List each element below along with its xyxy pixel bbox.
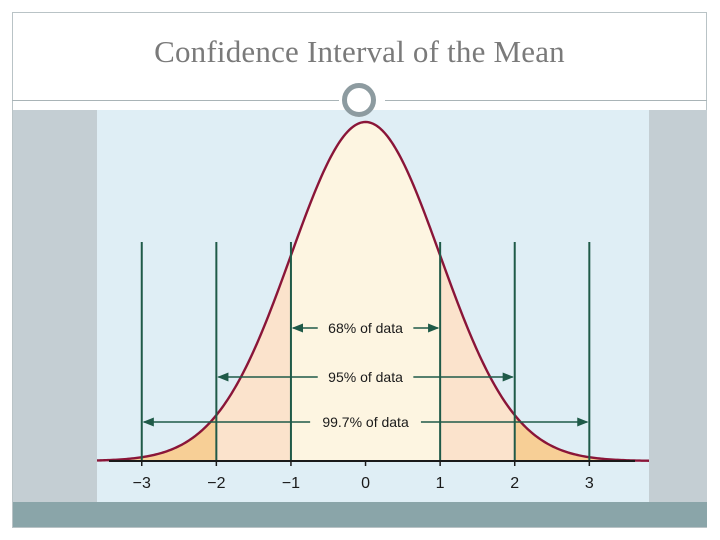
x-tick-label: 2 bbox=[510, 475, 519, 492]
chart-area: 68% of data 95% of data 99.7% of data −3 −2… bbox=[96, 110, 650, 502]
circle-ornament-icon bbox=[342, 83, 376, 117]
title-divider-left bbox=[12, 100, 339, 101]
title-divider-right bbox=[385, 100, 707, 101]
interval-label-3: 99.7% of data bbox=[322, 414, 409, 430]
normal-distribution-chart: 68% of data 95% of data 99.7% of data −3 −2… bbox=[96, 110, 650, 502]
x-axis-ticks: −3 −2 −1 0 1 2 3 bbox=[133, 461, 594, 492]
x-tick-label: 1 bbox=[436, 475, 445, 492]
bell-curve-line bbox=[96, 120, 650, 462]
sigma-boundary-lines bbox=[140, 242, 591, 461]
x-tick-label: −3 bbox=[133, 475, 151, 492]
slide-title: Confidence Interval of the Mean bbox=[154, 34, 565, 69]
x-tick-label: 3 bbox=[585, 475, 594, 492]
interval-annotations: 68% of data 95% of data 99.7% of data bbox=[142, 320, 589, 430]
interval-label-1: 68% of data bbox=[328, 320, 403, 336]
side-panel-left bbox=[13, 110, 97, 502]
side-panel-right bbox=[649, 110, 707, 502]
x-tick-label: −2 bbox=[207, 475, 225, 492]
interval-label-2: 95% of data bbox=[328, 369, 403, 385]
interval-fill-1 bbox=[290, 122, 441, 461]
footer-band bbox=[13, 502, 707, 527]
x-tick-label: −1 bbox=[282, 475, 300, 492]
x-tick-label: 0 bbox=[361, 475, 370, 492]
